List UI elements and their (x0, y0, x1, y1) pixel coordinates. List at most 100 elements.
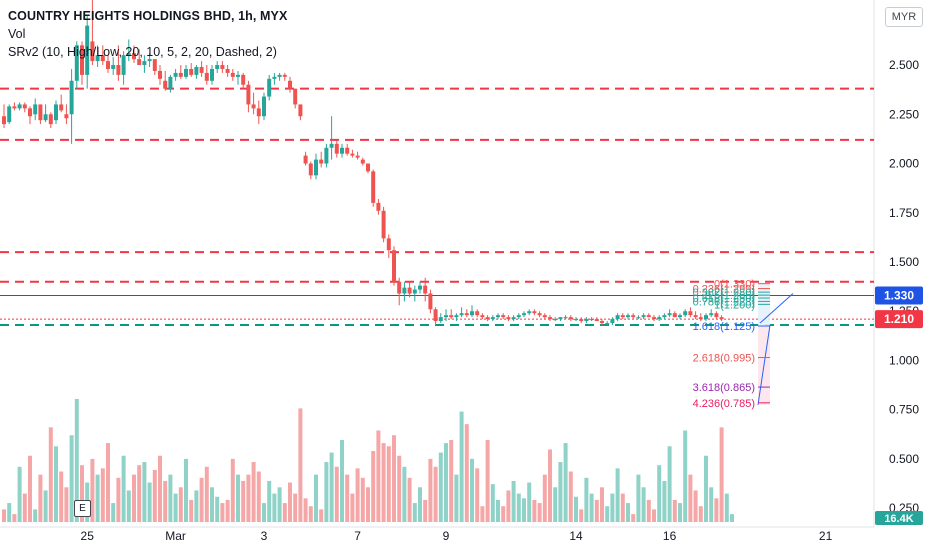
volume-bar (636, 474, 641, 522)
volume-bar (719, 427, 724, 522)
candle-body (667, 313, 672, 316)
srv2-indicator-label[interactable]: SRv2 (10, High/Low, 20, 10, 5, 2, 20, Da… (8, 45, 277, 59)
symbol-title[interactable]: COUNTRY HEIGHTS HOLDINGS BHD, 1h, MYX (8, 9, 288, 23)
candle-body (33, 104, 38, 115)
candle-body (490, 317, 495, 320)
candle-body (501, 315, 506, 318)
candle-body (631, 315, 636, 318)
candle-body (610, 319, 615, 324)
candle-body (173, 72, 178, 77)
time-tick-label: Mar (165, 529, 186, 543)
volume-bar (433, 466, 438, 522)
candle-body (74, 45, 79, 81)
candle-body (475, 311, 480, 316)
volume-bar (178, 487, 183, 522)
candle-body (548, 317, 552, 320)
fib-level-label: 0(1.330) (714, 279, 755, 291)
volume-bar (163, 480, 168, 522)
volume-bar (459, 411, 464, 522)
candle-body (397, 281, 402, 294)
volume-bar (340, 439, 344, 522)
time-axis[interactable]: 25 Mar 3 7 9 14 16 21 (81, 529, 833, 543)
volume-bar (527, 482, 532, 522)
candle-body (449, 315, 454, 318)
candle-body (459, 313, 464, 316)
candle-body (225, 68, 230, 73)
candle-body (537, 313, 542, 316)
volume-bar (90, 458, 95, 522)
candle-body (293, 88, 298, 105)
currency-button[interactable]: MYR (885, 7, 923, 27)
volume-bar (293, 493, 298, 522)
volume-bar (548, 449, 552, 522)
candle-body (615, 315, 620, 320)
candle-body (236, 74, 240, 77)
volume-bar (501, 506, 506, 522)
volume-bar (355, 468, 360, 522)
candle-body (80, 45, 84, 75)
volume-bar (418, 487, 422, 522)
volume-bar (506, 490, 511, 522)
candle-body (350, 153, 355, 156)
candle-body (360, 159, 365, 164)
candle-body (480, 315, 485, 318)
volume-indicator-label[interactable]: Vol (8, 27, 26, 41)
volume-bar (288, 482, 292, 522)
fib-level-label: 3.618(0.865) (693, 382, 755, 394)
candle-body (22, 104, 27, 109)
volume-bar (308, 506, 313, 522)
price-tick-label: 2.000 (889, 157, 919, 171)
volume-bar (12, 514, 17, 522)
volume-bar (376, 430, 381, 522)
candle-body (672, 313, 677, 318)
volume-bar (59, 471, 64, 522)
volume-bar (28, 455, 32, 522)
volume-bar (412, 503, 417, 522)
volume-bar (262, 503, 266, 522)
volume-bar (111, 503, 116, 522)
volume-bar (158, 455, 162, 522)
volume-bar (594, 499, 599, 522)
price-axis[interactable]: 2.7502.5002.2502.0001.7501.5001.2501.000… (875, 9, 923, 525)
price-tick-label: 0.750 (889, 403, 919, 417)
volume-bar (657, 465, 662, 522)
volume-bar (485, 439, 490, 522)
volume-bar (350, 493, 355, 522)
candle-body (106, 61, 110, 69)
price-tick-label: 1.500 (889, 255, 919, 269)
volume-bar (381, 443, 386, 522)
candle-body (121, 55, 126, 75)
volume-bar (225, 499, 230, 522)
candle-body (511, 317, 516, 320)
candle-body (402, 287, 407, 294)
price-tick-label: 2.500 (889, 58, 919, 72)
candle-body (553, 319, 558, 321)
candle-body (116, 65, 121, 75)
candle-body (262, 96, 266, 117)
candle-body (246, 84, 251, 105)
candle-body (412, 289, 417, 294)
candle-body (589, 319, 594, 321)
volume-bar (137, 465, 142, 522)
volume-bar (667, 446, 672, 522)
candle-body (12, 106, 17, 109)
price-tick-label: 1.000 (889, 353, 919, 367)
volume-bar (407, 477, 412, 522)
candle-body (693, 315, 698, 318)
volume-bar (724, 493, 729, 522)
volume-bar (537, 503, 542, 522)
earnings-marker[interactable]: E (74, 500, 91, 517)
candle-body (277, 74, 282, 77)
candle-body (532, 311, 537, 314)
volume-bar (142, 462, 147, 522)
volume-bars (2, 398, 734, 522)
volume-bar (106, 443, 110, 522)
volume-bar (194, 490, 199, 522)
price-tick-label: 2.250 (889, 107, 919, 121)
candle-body (386, 238, 391, 251)
candle-body (516, 315, 521, 318)
volume-bar (730, 514, 734, 522)
candle-body (584, 319, 589, 322)
candle-body (485, 317, 490, 320)
